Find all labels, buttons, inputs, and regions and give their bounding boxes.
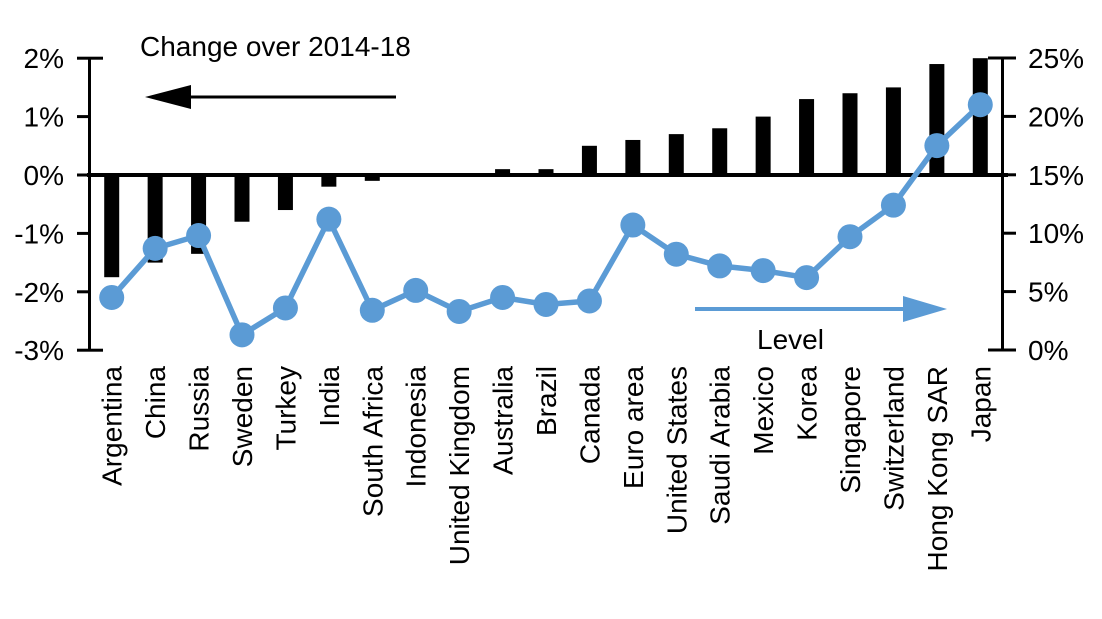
- bar-Saudi Arabia: [712, 128, 728, 175]
- category-label-India: India: [314, 366, 345, 427]
- right-axis-tick-label: 0%: [1028, 335, 1068, 366]
- category-label-United Kingdom: United Kingdom: [444, 366, 475, 565]
- bar-Brazil: [538, 169, 554, 175]
- line-series-arrow-head: [903, 296, 947, 322]
- left-axis-tick: [77, 173, 90, 177]
- category-label-Saudi Arabia: Saudi Arabia: [705, 366, 736, 525]
- category-label-Turkey: Turkey: [270, 366, 301, 451]
- level-marker-Saudi Arabia: [707, 253, 733, 279]
- category-label-Indonesia: Indonesia: [401, 366, 432, 488]
- bar-Mexico: [755, 116, 771, 175]
- right-axis-tick: [1002, 231, 1016, 235]
- left-axis-tick-label: 1%: [24, 102, 64, 133]
- category-label-Japan: Japan: [965, 366, 996, 442]
- right-axis-tick: [1002, 114, 1016, 118]
- category-label-Canada: Canada: [574, 366, 605, 465]
- right-axis-tick: [988, 348, 1016, 352]
- category-label-United States: United States: [661, 366, 692, 534]
- category-label-Brazil: Brazil: [531, 366, 562, 436]
- right-axis-tick: [1002, 290, 1016, 294]
- zero-line: [87, 173, 1008, 177]
- bar-Switzerland: [885, 87, 901, 175]
- line-series-title: Level: [757, 324, 824, 355]
- level-marker-Japan: [967, 92, 993, 118]
- level-marker-Russia: [186, 223, 212, 249]
- category-label-Korea: Korea: [792, 366, 823, 441]
- level-marker-Australia: [490, 284, 516, 310]
- category-label-Russia: Russia: [184, 366, 215, 452]
- left-axis-tick-label: -1%: [14, 218, 64, 249]
- right-axis-tick-label: 10%: [1028, 218, 1084, 249]
- category-label-Sweden: Sweden: [227, 366, 258, 467]
- category-label-Singapore: Singapore: [835, 366, 866, 494]
- category-label-China: China: [140, 366, 171, 440]
- category-label-South Africa: South Africa: [357, 366, 388, 517]
- level-marker-Indonesia: [403, 277, 429, 303]
- level-marker-Hong Kong SAR: [924, 133, 950, 159]
- bar-South Africa: [364, 175, 380, 181]
- level-marker-United States: [663, 241, 689, 267]
- bar-Euro area: [625, 139, 641, 175]
- level-marker-Turkey: [272, 295, 298, 321]
- level-marker-Canada: [576, 288, 602, 314]
- right-axis-tick: [1002, 173, 1016, 177]
- level-marker-United Kingdom: [446, 298, 472, 324]
- left-axis-tick: [77, 56, 103, 60]
- left-axis-tick: [77, 290, 90, 294]
- level-marker-Argentina: [99, 284, 125, 310]
- right-axis-tick-label: 20%: [1028, 101, 1084, 132]
- level-marker-Euro area: [620, 212, 646, 238]
- level-marker-Sweden: [229, 322, 255, 348]
- level-marker-South Africa: [359, 297, 385, 323]
- level-marker-China: [142, 235, 168, 261]
- bar-United States: [668, 134, 684, 175]
- bar-Argentina: [104, 175, 120, 278]
- left-axis-tick-label: 0%: [24, 160, 64, 191]
- level-marker-Singapore: [837, 224, 863, 250]
- bar-Hong Kong SAR: [929, 64, 945, 175]
- category-label-Switzerland: Switzerland: [878, 366, 909, 511]
- left-axis-tick-label: 2%: [24, 43, 64, 74]
- bar-Turkey: [277, 175, 293, 211]
- level-marker-Korea: [794, 265, 820, 291]
- category-label-Euro area: Euro area: [618, 366, 649, 489]
- level-marker-Mexico: [750, 258, 776, 284]
- level-marker-Brazil: [533, 291, 559, 317]
- category-label-Australia: Australia: [488, 366, 519, 475]
- left-axis-tick-label: -3%: [14, 335, 64, 366]
- bar-Australia: [495, 169, 511, 175]
- bar-series-arrow-head: [145, 85, 191, 109]
- bar-Sweden: [234, 175, 250, 222]
- left-axis-tick: [77, 231, 90, 235]
- category-label-Mexico: Mexico: [748, 366, 779, 455]
- bar-India: [321, 175, 337, 187]
- category-label-Argentina: Argentina: [97, 366, 128, 486]
- right-axis-line: [1001, 57, 1004, 351]
- right-axis-tick-label: 25%: [1028, 43, 1084, 74]
- category-label-Hong Kong SAR: Hong Kong SAR: [922, 366, 953, 571]
- left-axis-tick-label: -2%: [14, 277, 64, 308]
- bar-Korea: [799, 99, 815, 175]
- right-axis-tick: [988, 56, 1016, 60]
- bar-Singapore: [842, 93, 858, 175]
- bar-series-arrow-shaft: [186, 95, 396, 99]
- line-series-arrow-shaft: [695, 307, 907, 311]
- right-axis-tick-label: 15%: [1028, 160, 1084, 191]
- bar-Canada: [581, 145, 597, 175]
- bar-series-title: Change over 2014-18: [140, 31, 411, 62]
- level-marker-India: [316, 206, 342, 232]
- left-axis-line: [88, 57, 91, 351]
- right-axis-tick-label: 5%: [1028, 277, 1068, 308]
- left-axis-tick: [77, 348, 103, 352]
- left-axis-tick: [77, 115, 90, 119]
- level-marker-Switzerland: [880, 192, 906, 218]
